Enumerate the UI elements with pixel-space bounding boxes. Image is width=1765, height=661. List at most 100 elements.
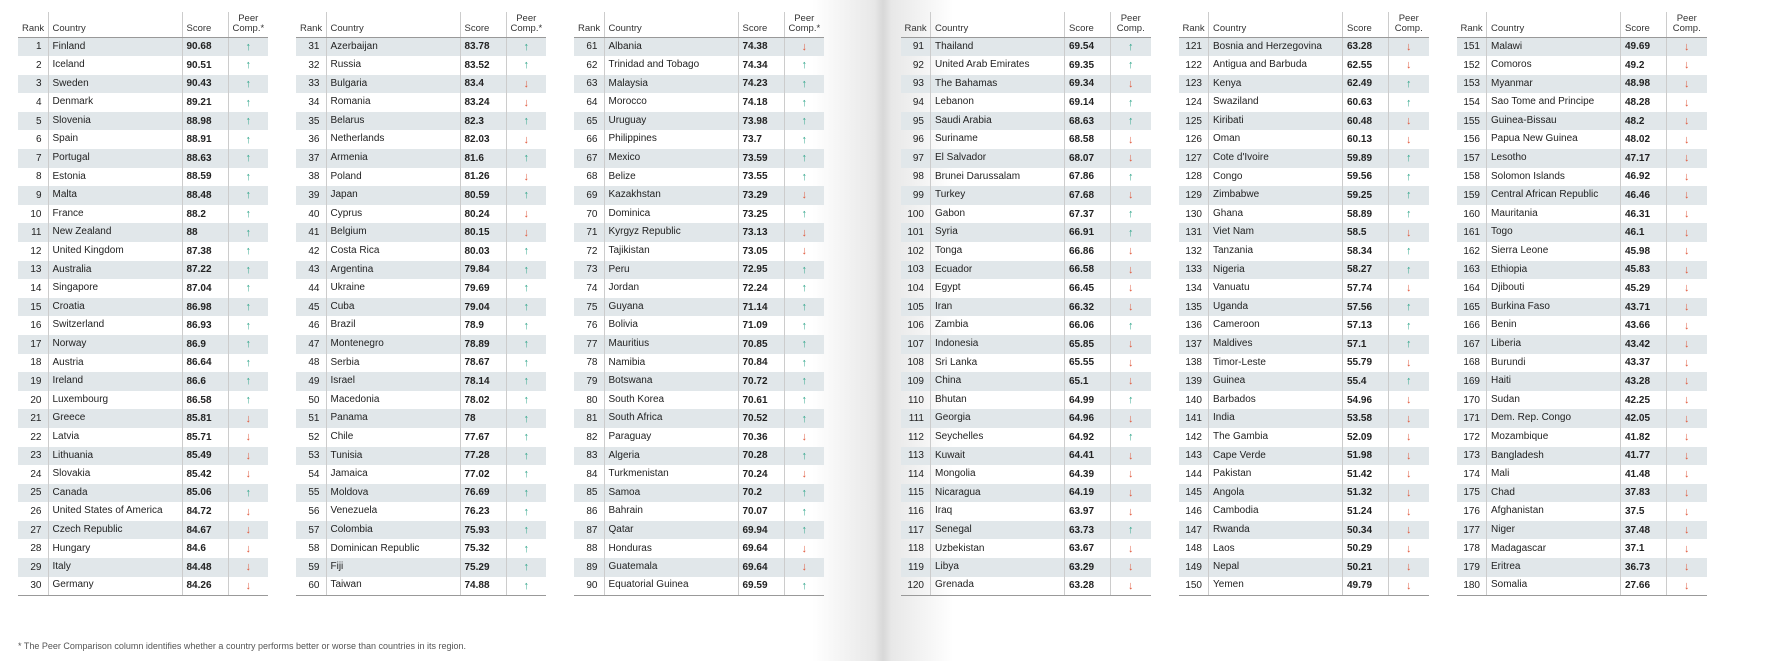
cell-country: Brunei Darussalam — [931, 168, 1065, 187]
table-row: 44Ukraine79.69↑ — [296, 279, 546, 298]
cell-rank: 85 — [574, 484, 604, 503]
header-country: Country — [1209, 12, 1343, 37]
arrow-down-icon: ↓ — [246, 580, 252, 592]
cell-score: 68.58 — [1065, 130, 1111, 149]
cell-score: 78.14 — [460, 372, 506, 391]
arrow-up-icon: ↑ — [1406, 264, 1412, 276]
cell-score: 67.86 — [1065, 168, 1111, 187]
cell-peer: ↓ — [1389, 521, 1429, 540]
cell-rank: 5 — [18, 112, 48, 131]
cell-rank: 8 — [18, 168, 48, 187]
cell-rank: 91 — [901, 37, 931, 56]
table-row: 136Cameroon57.13↑ — [1179, 316, 1429, 335]
cell-score: 46.1 — [1621, 223, 1667, 242]
cell-score: 65.55 — [1065, 354, 1111, 373]
cell-score: 85.49 — [182, 447, 228, 466]
table-row: 15Croatia86.98↑ — [18, 298, 268, 317]
cell-rank: 172 — [1457, 428, 1487, 447]
cell-peer: ↓ — [1667, 484, 1707, 503]
arrow-down-icon: ↓ — [1684, 543, 1690, 555]
arrow-down-icon: ↓ — [1128, 78, 1134, 90]
cell-rank: 57 — [296, 521, 326, 540]
cell-rank: 44 — [296, 279, 326, 298]
arrow-down-icon: ↓ — [1406, 413, 1412, 425]
cell-rank: 68 — [574, 168, 604, 187]
cell-score: 62.49 — [1343, 75, 1389, 94]
arrow-up-icon: ↑ — [1128, 115, 1134, 127]
arrow-down-icon: ↓ — [246, 468, 252, 480]
cell-rank: 13 — [18, 261, 48, 280]
arrow-down-icon: ↓ — [1406, 561, 1412, 573]
arrow-up-icon: ↑ — [1406, 152, 1412, 164]
cell-score: 83.52 — [460, 56, 506, 75]
cell-rank: 90 — [574, 577, 604, 596]
cell-score: 83.78 — [460, 37, 506, 56]
cell-rank: 64 — [574, 93, 604, 112]
cell-country: Chad — [1487, 484, 1621, 503]
cell-country: Kiribati — [1209, 112, 1343, 131]
cell-rank: 17 — [18, 335, 48, 354]
cell-score: 59.25 — [1343, 186, 1389, 205]
cell-peer: ↑ — [228, 316, 268, 335]
cell-rank: 19 — [18, 372, 48, 391]
cell-rank: 40 — [296, 205, 326, 224]
cell-rank: 109 — [901, 372, 931, 391]
arrow-down-icon: ↓ — [1684, 357, 1690, 369]
cell-rank: 74 — [574, 279, 604, 298]
table-row: 138Timor-Leste55.79↓ — [1179, 354, 1429, 373]
cell-country: Iran — [931, 298, 1065, 317]
table-row: 12United Kingdom87.38↑ — [18, 242, 268, 261]
arrow-down-icon: ↓ — [1128, 189, 1134, 201]
arrow-down-icon: ↓ — [1406, 357, 1412, 369]
header-country: Country — [604, 12, 738, 37]
header-peer: PeerComp. — [1111, 12, 1151, 37]
cell-country: Poland — [326, 168, 460, 187]
table-row: 95Saudi Arabia68.63↑ — [901, 112, 1151, 131]
cell-country: Nigeria — [1209, 261, 1343, 280]
footnote: * The Peer Comparison column identifies … — [18, 641, 466, 651]
table-row: 100Gabon67.37↑ — [901, 205, 1151, 224]
table-row: 82Paraguay70.36↓ — [574, 428, 824, 447]
arrow-down-icon: ↓ — [1406, 468, 1412, 480]
cell-rank: 139 — [1179, 372, 1209, 391]
cell-rank: 58 — [296, 539, 326, 558]
cell-peer: ↑ — [506, 465, 546, 484]
cell-score: 70.72 — [738, 372, 784, 391]
arrow-down-icon: ↓ — [1684, 282, 1690, 294]
cell-score: 74.23 — [738, 75, 784, 94]
cell-peer: ↑ — [506, 37, 546, 56]
cell-country: Lebanon — [931, 93, 1065, 112]
cell-peer: ↑ — [506, 447, 546, 466]
cell-peer: ↑ — [1111, 316, 1151, 335]
cell-rank: 179 — [1457, 558, 1487, 577]
arrow-up-icon: ↑ — [802, 78, 808, 90]
cell-score: 66.32 — [1065, 298, 1111, 317]
cell-country: Swaziland — [1209, 93, 1343, 112]
table-row: 11New Zealand88↑ — [18, 223, 268, 242]
arrow-up-icon: ↑ — [802, 320, 808, 332]
cell-country: Iraq — [931, 502, 1065, 521]
cell-rank: 62 — [574, 56, 604, 75]
cell-rank: 61 — [574, 37, 604, 56]
cell-country: Brazil — [326, 316, 460, 335]
cell-country: Cuba — [326, 298, 460, 317]
cell-country: Egypt — [931, 279, 1065, 298]
cell-score: 84.6 — [182, 539, 228, 558]
arrow-down-icon: ↓ — [1128, 487, 1134, 499]
table-row: 69Kazakhstan73.29↓ — [574, 186, 824, 205]
cell-score: 51.24 — [1343, 502, 1389, 521]
table-row: 27Czech Republic84.67↓ — [18, 521, 268, 540]
table-row: 47Montenegro78.89↑ — [296, 335, 546, 354]
cell-score: 67.37 — [1065, 205, 1111, 224]
table-row: 51Panama78↑ — [296, 409, 546, 428]
table-row: 43Argentina79.84↑ — [296, 261, 546, 280]
cell-peer: ↓ — [1111, 130, 1151, 149]
cell-score: 73.29 — [738, 186, 784, 205]
table-row: 103Ecuador66.58↓ — [901, 261, 1151, 280]
cell-country: Uzbekistan — [931, 539, 1065, 558]
cell-country: Syria — [931, 223, 1065, 242]
cell-peer: ↑ — [784, 447, 824, 466]
cell-rank: 9 — [18, 186, 48, 205]
cell-country: Bulgaria — [326, 75, 460, 94]
cell-rank: 128 — [1179, 168, 1209, 187]
